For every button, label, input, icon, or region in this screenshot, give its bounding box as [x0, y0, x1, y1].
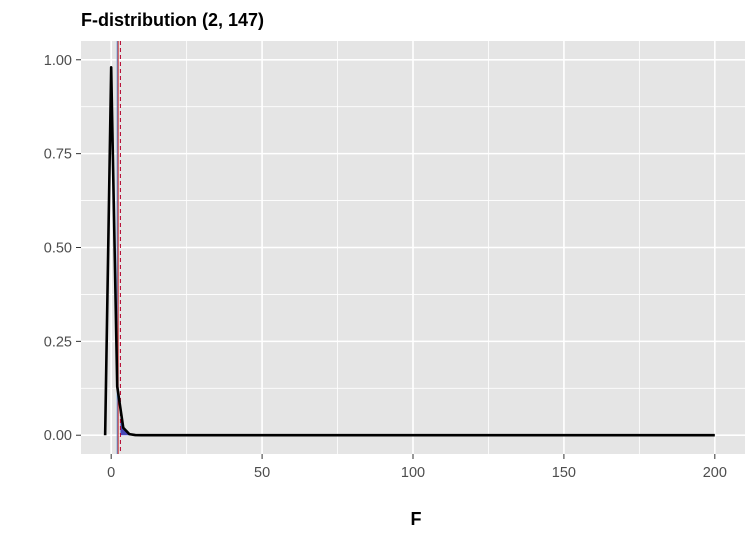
x-tick-label: 50 — [254, 465, 270, 481]
x-axis-title: F — [411, 509, 422, 529]
x-tick-label: 100 — [401, 465, 425, 481]
y-tick-label: 0.00 — [44, 428, 72, 444]
y-axis: 0.00 0.25 0.50 0.75 1.00 — [44, 53, 81, 444]
series-line-0 — [103, 65, 715, 437]
shaded-area-layer — [120, 417, 142, 436]
y-tick-label: 0.50 — [44, 241, 72, 257]
shaded-tail-area — [120, 417, 142, 436]
x-tick-label: 150 — [552, 465, 576, 481]
y-tick-label: 0.25 — [44, 334, 72, 350]
y-tick-label: 0.75 — [44, 147, 72, 163]
x-axis: 0 50 100 150 200 — [107, 454, 727, 481]
x-tick-label: 0 — [107, 465, 115, 481]
chart-title: F-distribution (2, 147) — [81, 10, 264, 30]
y-tick-label: 1.00 — [44, 53, 72, 69]
series-layer — [103, 65, 715, 437]
x-tick-label: 200 — [703, 465, 727, 481]
